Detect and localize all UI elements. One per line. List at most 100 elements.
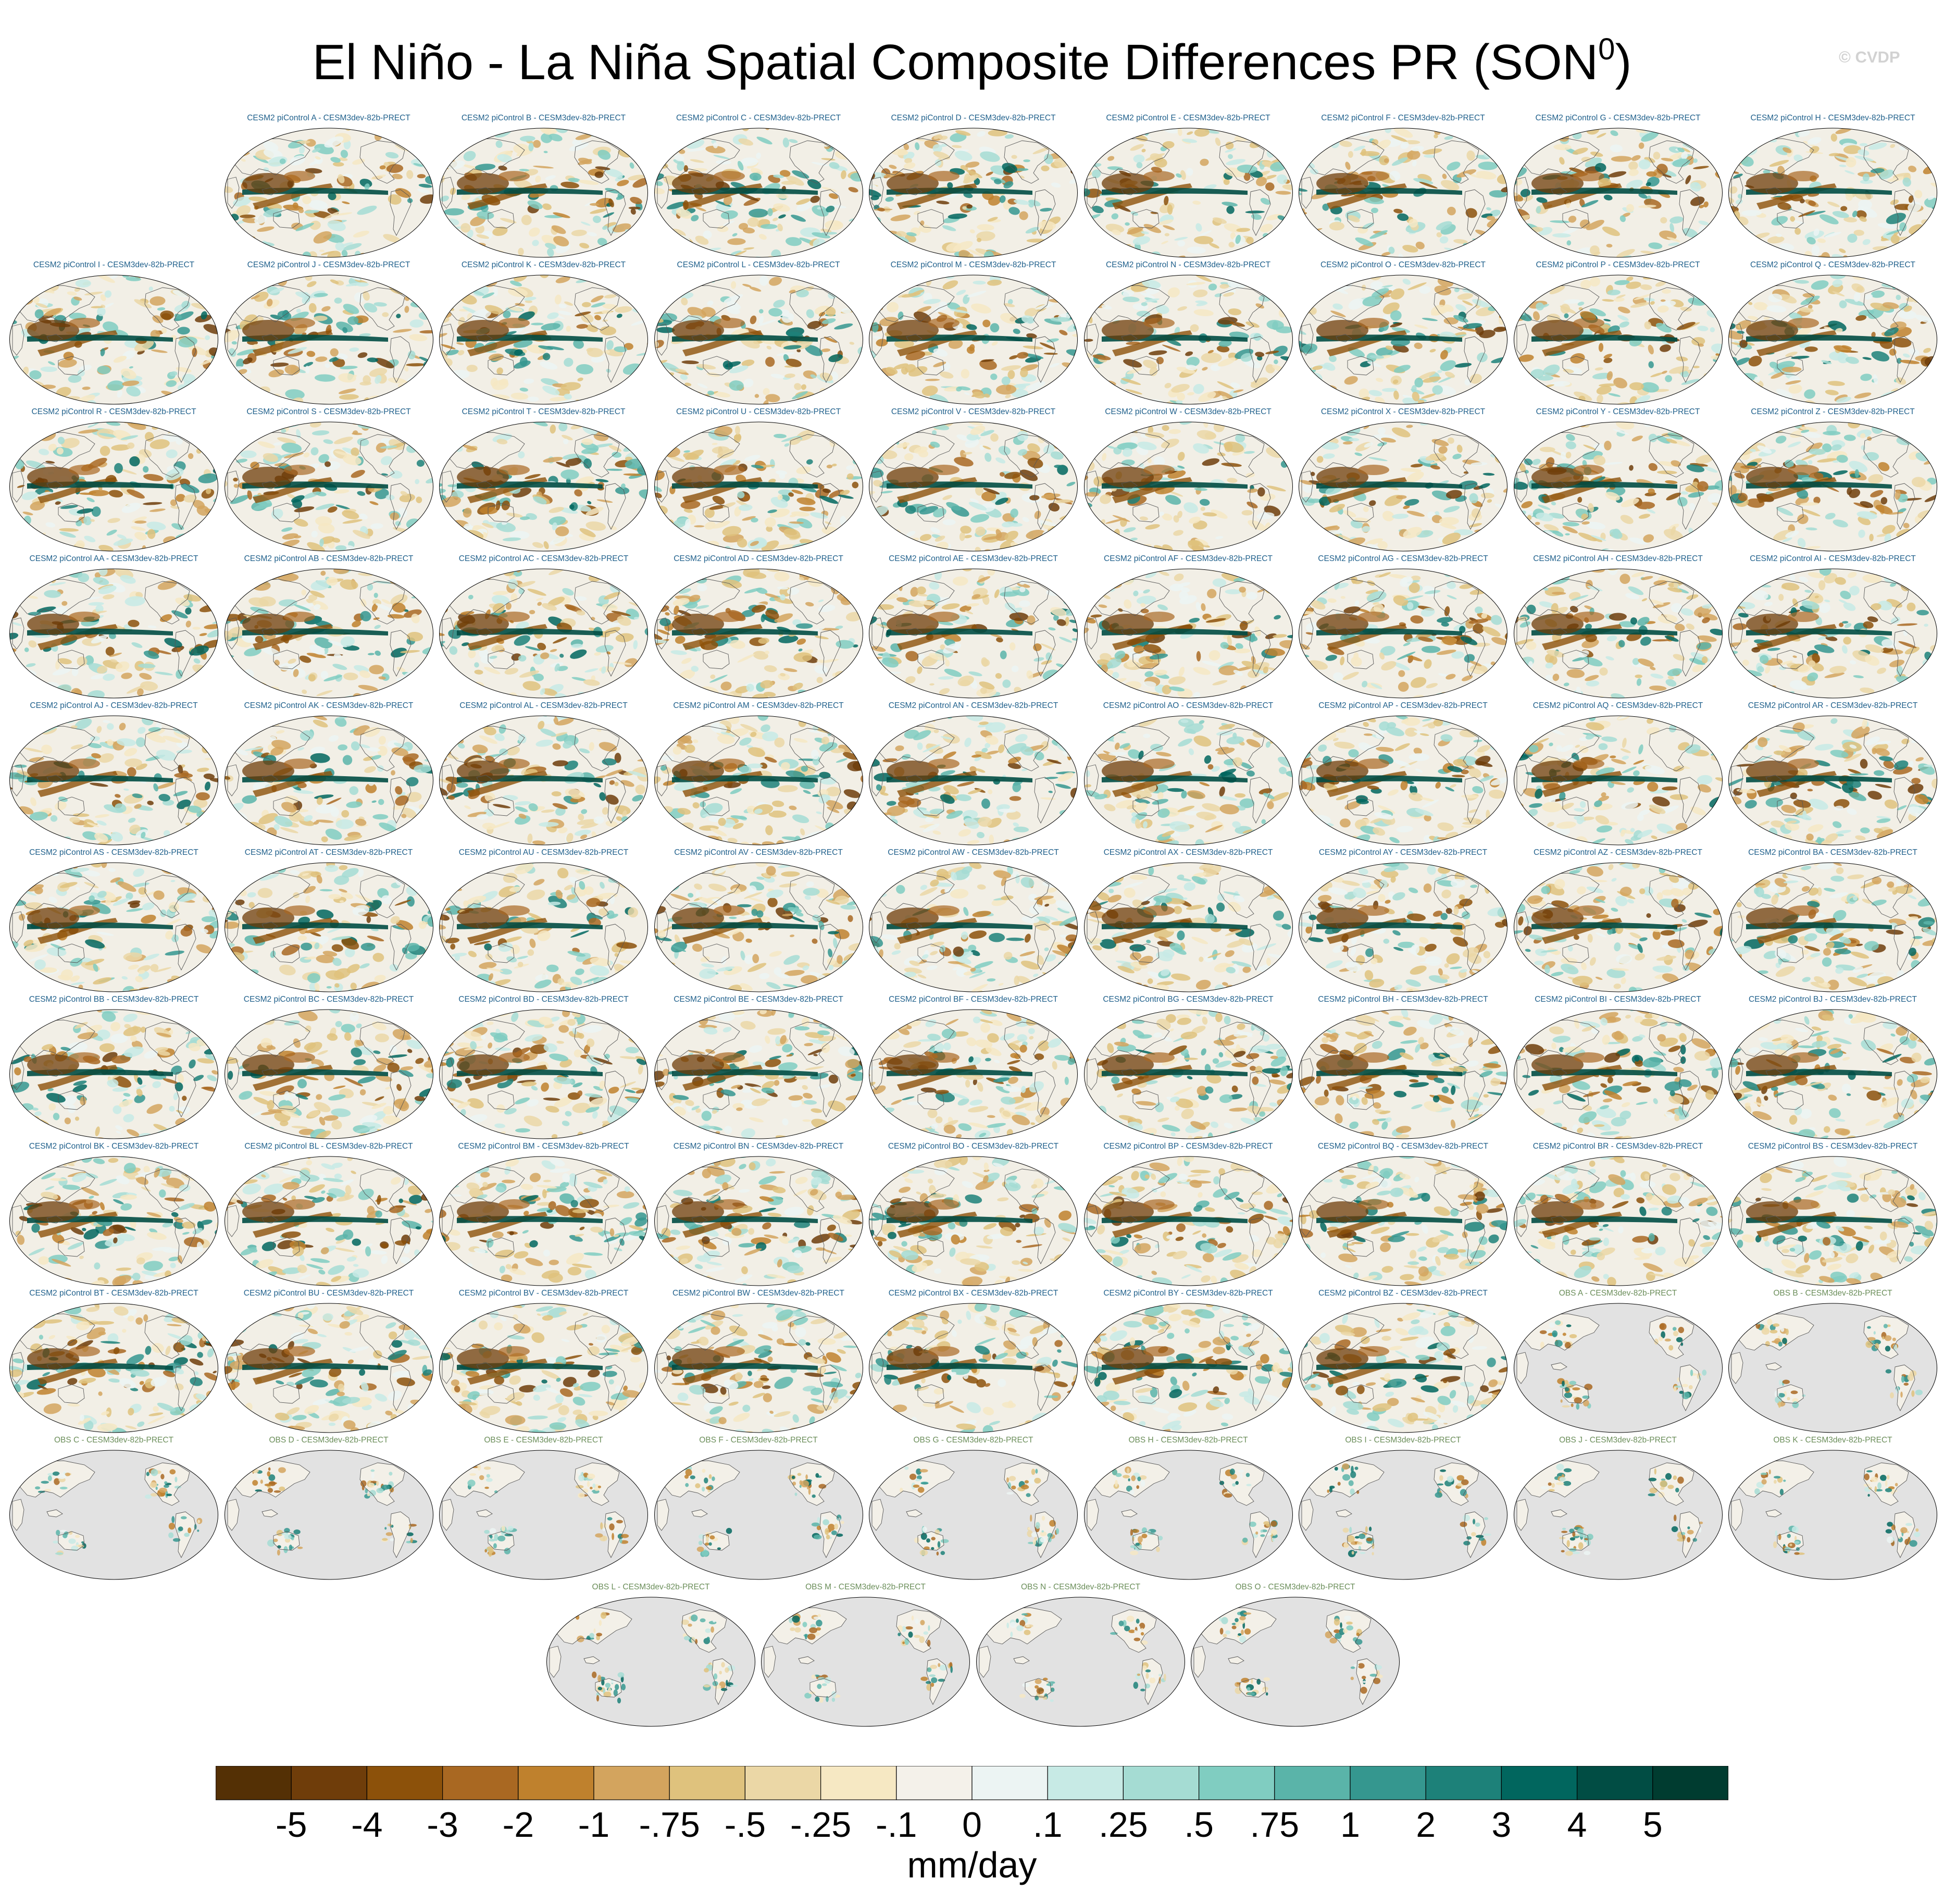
- anomaly-blob: [1371, 434, 1386, 438]
- anomaly-blob: [1521, 501, 1532, 508]
- anomaly-blob: [955, 130, 971, 136]
- anomaly-blob: [1787, 441, 1801, 447]
- anomaly-blob: [60, 505, 78, 509]
- anomaly-blob: [836, 423, 848, 427]
- anomaly-blob: [896, 231, 907, 237]
- anomaly-blob: [128, 619, 140, 627]
- anomaly-blob: [1187, 246, 1206, 254]
- anomaly-blob: [413, 163, 423, 167]
- map-border: [224, 275, 433, 405]
- anomaly-blob: [1260, 131, 1268, 136]
- anomaly-blob: [1095, 287, 1101, 296]
- anomaly-blob: [1516, 133, 1531, 138]
- anomaly-blob: [348, 347, 359, 352]
- panel-title: CESM2 piControl D - CESM3dev-82b-PRECT: [891, 114, 1056, 122]
- anomaly-blob: [1054, 465, 1064, 469]
- anomaly-blob: [956, 434, 969, 441]
- anomaly-blob: [750, 315, 756, 325]
- coastline: [703, 503, 729, 522]
- anomaly-blob: [845, 277, 859, 288]
- coastline: [1649, 434, 1694, 478]
- anomaly-blob: [1719, 539, 1722, 546]
- anomaly-blob: [844, 247, 862, 257]
- anomaly-blob: [1133, 154, 1144, 163]
- panel-title: CESM2 piControl M - CESM3dev-82b-PRECT: [890, 260, 1056, 269]
- anomaly-blob: [342, 519, 363, 524]
- anomaly-blob: [1667, 242, 1679, 246]
- anomaly-blob: [1285, 451, 1292, 456]
- anomaly-blob: [600, 326, 617, 335]
- anomaly-blob: [1689, 463, 1708, 467]
- anomaly-blob: [1305, 133, 1324, 143]
- anomaly-blob: [439, 285, 447, 291]
- north-negative-streak: [1573, 171, 1604, 181]
- anomaly-blob: [285, 401, 295, 404]
- anomaly-blob: [1560, 227, 1579, 236]
- coastline: [1893, 336, 1915, 383]
- anomaly-blob: [717, 449, 734, 459]
- anomaly-blob: [1706, 389, 1718, 396]
- anomaly-blob: [581, 313, 594, 323]
- anomaly-blob: [841, 308, 851, 314]
- anomaly-blob: [1813, 228, 1820, 236]
- anomaly-blob: [1879, 169, 1894, 180]
- coastline: [12, 323, 24, 356]
- anomaly-blob: [1354, 452, 1363, 456]
- anomaly-blob: [737, 538, 747, 548]
- anomaly-blob: [1393, 365, 1411, 373]
- anomaly-blob: [1859, 216, 1867, 222]
- anomaly-blob: [1697, 326, 1708, 331]
- coastline: [1301, 323, 1314, 356]
- anomaly-blob: [1176, 392, 1185, 401]
- anomaly-blob: [67, 291, 77, 296]
- anomaly-blob: [758, 309, 764, 314]
- anomaly-blob: [1490, 237, 1507, 247]
- anomaly-blob: [982, 445, 991, 450]
- anomaly-blob: [981, 419, 989, 422]
- anomaly-blob: [1024, 308, 1038, 317]
- anomaly-blob: [556, 462, 570, 468]
- anomaly-blob: [841, 422, 859, 433]
- anomaly-blob: [932, 144, 942, 153]
- anomaly-blob: [807, 179, 821, 190]
- anomaly-blob: [707, 390, 714, 395]
- anomaly-blob: [1687, 492, 1704, 498]
- anomaly-blob: [1255, 303, 1264, 309]
- anomaly-blob: [743, 378, 753, 388]
- anomaly-blob: [1414, 272, 1425, 275]
- anomaly-blob: [578, 180, 599, 185]
- anomaly-blob: [512, 272, 518, 274]
- anomaly-blob: [327, 506, 338, 513]
- anomaly-blob: [1407, 150, 1420, 160]
- anomaly-blob: [1564, 533, 1570, 536]
- anomaly-blob: [606, 468, 623, 471]
- anomaly-blob: [1757, 445, 1772, 454]
- anomaly-blob: [113, 356, 127, 363]
- anomaly-blob: [67, 696, 84, 698]
- anomaly-blob: [788, 492, 794, 497]
- anomaly-blob: [922, 402, 941, 404]
- anomaly-blob: [705, 145, 726, 154]
- anomaly-blob: [1046, 338, 1059, 343]
- anomaly-blob: [852, 254, 863, 257]
- anomaly-blob: [553, 235, 569, 247]
- anomaly-blob: [911, 549, 927, 551]
- anomaly-blob: [11, 687, 19, 696]
- anomaly-blob: [1833, 519, 1848, 528]
- anomaly-blob: [1247, 520, 1266, 531]
- anomaly-blob: [917, 306, 932, 313]
- coastline: [488, 503, 515, 522]
- anomaly-blob: [869, 240, 880, 246]
- anomaly-blob: [1240, 353, 1253, 362]
- map-field: [439, 421, 648, 552]
- coastline: [1034, 483, 1056, 530]
- anomaly-blob: [1860, 501, 1874, 508]
- anomaly-blob: [503, 310, 511, 318]
- anomaly-blob: [176, 669, 183, 679]
- anomaly-blob: [1487, 146, 1502, 152]
- anomaly-blob: [1514, 150, 1524, 160]
- anomaly-blob: [1071, 295, 1078, 301]
- anomaly-blob: [1311, 422, 1315, 428]
- anomaly-blob: [449, 285, 459, 296]
- anomaly-blob: [1813, 496, 1821, 504]
